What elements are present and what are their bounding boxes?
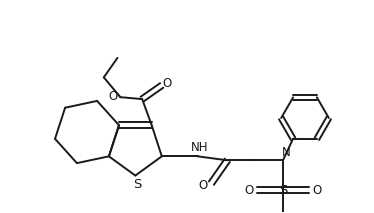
- Text: O: O: [162, 77, 171, 90]
- Text: NH: NH: [191, 141, 208, 154]
- Text: O: O: [109, 90, 118, 103]
- Text: S: S: [279, 184, 287, 197]
- Text: O: O: [199, 178, 208, 191]
- Text: O: O: [312, 184, 321, 197]
- Text: N: N: [282, 146, 290, 159]
- Text: S: S: [133, 178, 141, 191]
- Text: O: O: [245, 184, 254, 197]
